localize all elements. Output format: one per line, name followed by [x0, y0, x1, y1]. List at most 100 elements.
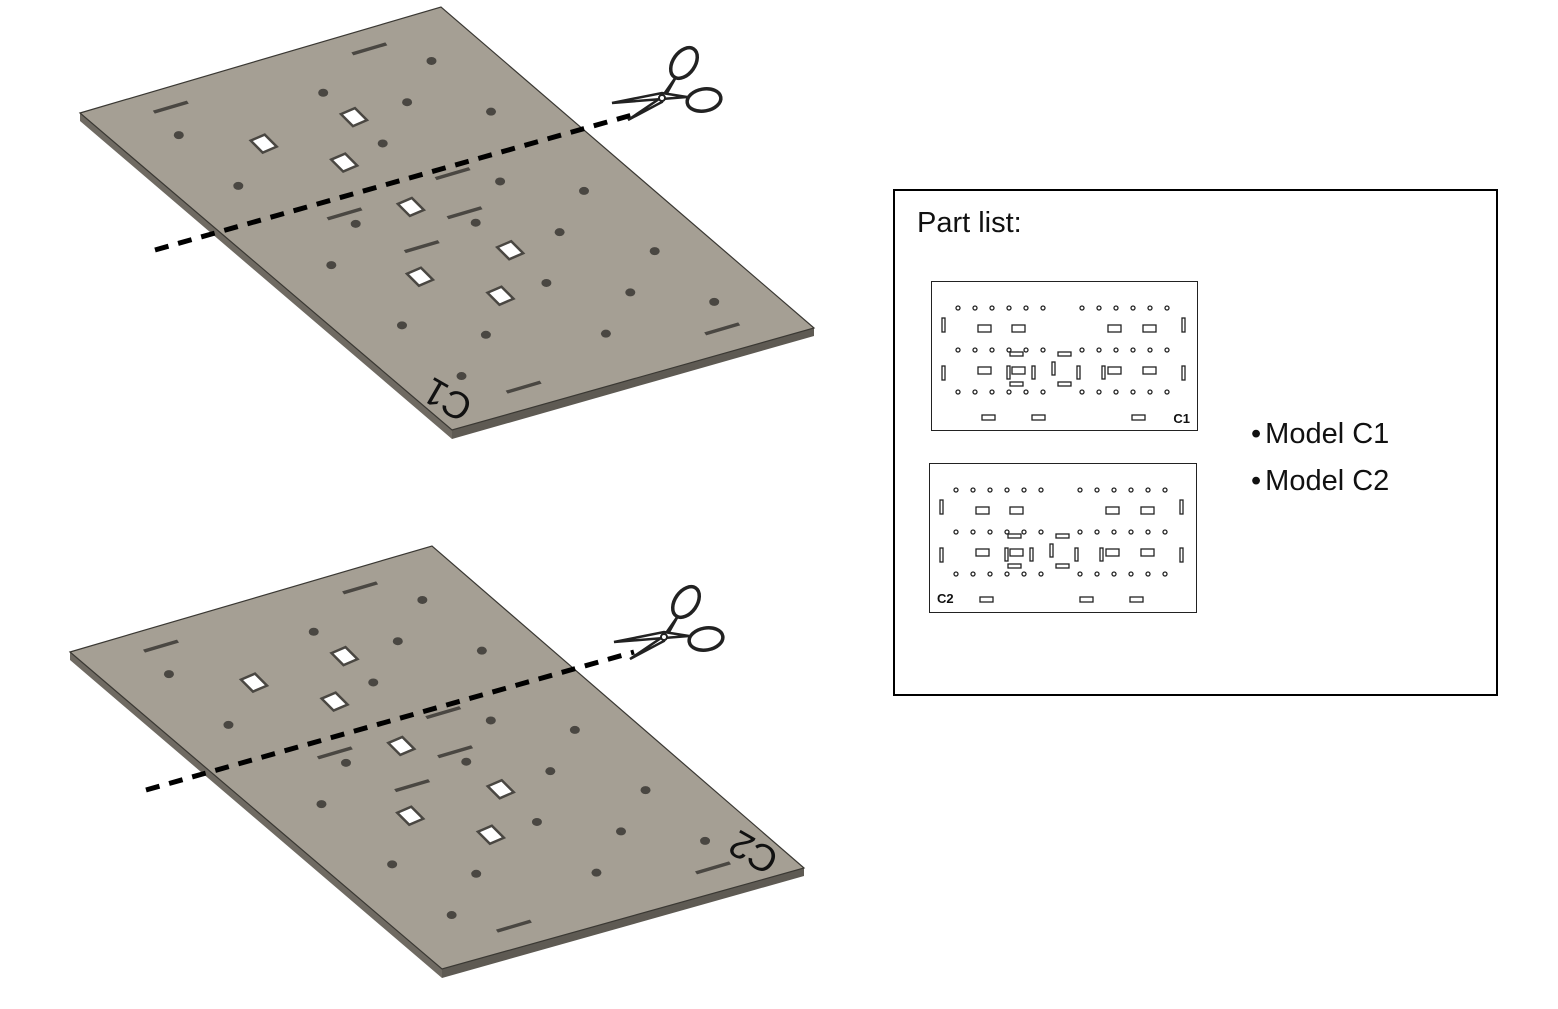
board-hole — [545, 767, 556, 776]
sheet-c1: C1 — [78, 6, 816, 439]
thumb-hole — [1113, 389, 1119, 395]
board-hole — [387, 860, 398, 869]
board-hole — [456, 372, 467, 381]
thumb-hole — [1040, 347, 1046, 353]
thumb-hole — [1004, 487, 1010, 493]
thumb-hole — [1145, 571, 1151, 577]
board-hole — [700, 836, 711, 845]
thumb-hole — [970, 571, 976, 577]
board-hole — [392, 637, 403, 646]
sheet-c2-features — [143, 581, 731, 933]
thumb-slot — [1055, 533, 1070, 539]
sheet-c2-side — [70, 652, 442, 978]
board-slot — [437, 745, 474, 759]
thumb-cutout — [1009, 506, 1024, 515]
thumb-hole — [1023, 389, 1029, 395]
board-hole — [426, 56, 437, 65]
thumb-slot — [939, 547, 944, 563]
thumb-hole — [970, 487, 976, 493]
board-slot — [434, 167, 471, 181]
thumb-hole — [1079, 347, 1085, 353]
thumb-hole — [1147, 389, 1153, 395]
board-hole — [569, 725, 580, 734]
thumb-cutout — [1107, 366, 1122, 375]
thumb-cutout — [1009, 548, 1024, 557]
thumb-hole — [1111, 571, 1117, 577]
thumb-hole — [987, 571, 993, 577]
thumb-hole — [1145, 529, 1151, 535]
board-hole — [649, 247, 660, 256]
board-hole — [326, 261, 337, 270]
part-list-panel: Part list: C1 C2 Model C1 Model C2 — [893, 189, 1498, 696]
board-hole — [163, 670, 174, 679]
board-square-cutout — [404, 266, 436, 288]
board-hole — [308, 627, 319, 636]
part-thumbnail-c2: C2 — [929, 463, 1197, 613]
thumb-hole — [972, 305, 978, 311]
part-thumbnail-c2-label: C2 — [937, 591, 954, 606]
thumb-hole — [989, 389, 995, 395]
thumb-cutout — [977, 324, 992, 333]
board-square-cutout — [319, 691, 350, 713]
thumb-hole — [1113, 347, 1119, 353]
thumb-hole — [1040, 389, 1046, 395]
thumb-hole — [1111, 487, 1117, 493]
thumb-slot — [1079, 596, 1094, 603]
thumb-hole — [1128, 529, 1134, 535]
board-hole — [316, 800, 327, 809]
thumb-slot — [1179, 499, 1184, 515]
board-slot — [143, 639, 179, 653]
board-square-cutout — [485, 285, 516, 307]
thumb-hole — [1094, 487, 1100, 493]
board-hole — [461, 757, 472, 766]
thumb-slot — [1029, 547, 1034, 562]
part-thumbnail-c1-label: C1 — [1173, 411, 1190, 426]
part-thumbnail-c1-drawing — [941, 305, 1186, 421]
thumb-hole — [1040, 305, 1046, 311]
board-hole — [318, 88, 329, 97]
part-thumbnail-c1: C1 — [931, 281, 1198, 431]
thumb-hole — [987, 487, 993, 493]
thumb-cutout — [977, 366, 992, 375]
thumb-hole — [1006, 347, 1012, 353]
board-hole — [591, 868, 602, 877]
board-square-cutout — [248, 133, 279, 155]
board-hole — [396, 321, 407, 330]
board-square-cutout — [238, 672, 270, 694]
sheet-c2-top — [68, 545, 806, 970]
thumb-hole — [1145, 487, 1151, 493]
sheet-c1-features — [152, 42, 741, 394]
sheet-c1-front — [452, 328, 814, 439]
board-hole — [350, 219, 361, 228]
thumb-cutout — [975, 506, 990, 515]
thumb-hole — [970, 529, 976, 535]
thumb-hole — [1162, 487, 1168, 493]
thumb-hole — [972, 389, 978, 395]
thumb-slot — [1031, 414, 1046, 421]
board-square-cutout — [475, 824, 507, 846]
thumb-slot — [939, 499, 944, 515]
thumb-slot — [1009, 351, 1024, 357]
model-list-item: Model C2 — [1251, 458, 1389, 505]
thumb-hole — [1164, 347, 1170, 353]
board-slot — [505, 380, 542, 394]
thumb-hole — [972, 347, 978, 353]
thumb-cutout — [1105, 548, 1120, 557]
sheet-c1-side — [80, 113, 452, 439]
cut-line-c1 — [154, 112, 633, 253]
board-square-cutout — [386, 735, 417, 757]
scissors-icon — [611, 45, 723, 122]
board-hole — [709, 297, 720, 306]
board-slot — [425, 706, 462, 720]
board-hole — [470, 218, 481, 227]
thumb-hole — [1077, 571, 1083, 577]
thumb-slot — [1181, 365, 1186, 381]
thumb-hole — [1128, 487, 1134, 493]
scissors-icon — [613, 584, 725, 661]
board-hole — [485, 716, 496, 725]
board-hole — [616, 827, 626, 836]
board-hole — [446, 911, 457, 920]
thumb-hole — [1113, 305, 1119, 311]
thumb-hole — [1130, 389, 1136, 395]
board-slot — [326, 207, 363, 221]
